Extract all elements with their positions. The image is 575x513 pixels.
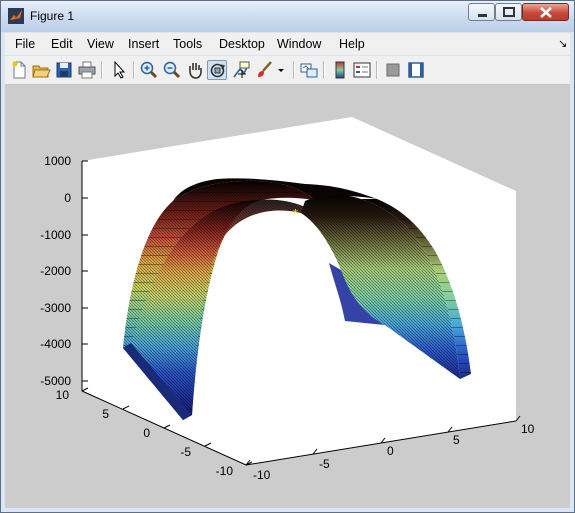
save-icon[interactable]	[54, 60, 74, 80]
edit-plot-arrow-icon[interactable]	[109, 60, 129, 80]
maximize-button[interactable]	[495, 3, 522, 21]
menu-file[interactable]: File	[15, 37, 36, 51]
x-axis-ticks	[245, 415, 521, 466]
x-tick-label: 0	[387, 444, 394, 458]
surface-right-edge-mesh	[361, 199, 471, 379]
x-tick-label: 5	[453, 433, 460, 447]
new-figure-icon[interactable]	[9, 60, 29, 80]
menu-window[interactable]: Window	[277, 37, 322, 51]
surface-inner-face	[329, 263, 385, 325]
z-tick-label: 1000	[44, 154, 71, 168]
brush-dropdown-chevron-down-icon[interactable]	[275, 60, 287, 80]
show-plot-tools-icon[interactable]	[406, 60, 426, 80]
rotate-3d-icon[interactable]	[207, 60, 227, 80]
z-tick-label: -3000	[40, 301, 71, 315]
print-icon[interactable]	[77, 60, 97, 80]
y-tick-label: -5	[180, 445, 191, 459]
surface-ridge	[173, 178, 377, 201]
surface-right-mesh	[301, 194, 460, 379]
toolbar-separator	[293, 61, 295, 79]
toolbar-separator	[101, 61, 103, 79]
matlab-logo-icon	[8, 8, 24, 24]
y-tick-label: 10	[56, 388, 70, 402]
data-cursor-icon[interactable]	[231, 60, 251, 80]
open-file-icon[interactable]	[31, 60, 51, 80]
title-bar[interactable]: Figure 1	[1, 1, 574, 32]
link-plot-icon[interactable]	[299, 60, 319, 80]
menu-help[interactable]: Help	[339, 37, 365, 51]
surface-front-strip	[123, 343, 192, 420]
z-tick-label: 0	[64, 191, 71, 205]
marker-star: *	[293, 206, 298, 221]
minimize-button[interactable]	[468, 3, 495, 21]
z-axis-ticks	[82, 160, 88, 382]
z-tick-label: -5000	[40, 374, 71, 388]
window-title: Figure 1	[30, 9, 75, 23]
z-tick-label: -1000	[40, 228, 71, 242]
colorbar-icon[interactable]	[330, 60, 350, 80]
close-button[interactable]	[522, 3, 569, 21]
menu-bar: File Edit View Insert Tools Desktop Wind…	[5, 33, 570, 55]
y-tick-label: 0	[143, 426, 150, 440]
figure-canvas[interactable]: * 1000 0 -1000 -2000 -3000 -4000 -5000 1…	[5, 85, 570, 508]
hide-plot-tools-icon[interactable]	[383, 60, 403, 80]
legend-icon[interactable]	[352, 60, 372, 80]
menu-tools[interactable]: Tools	[173, 37, 203, 51]
toolbar-separator	[133, 61, 135, 79]
x-tick-label: -5	[319, 457, 330, 471]
menu-view[interactable]: View	[87, 37, 114, 51]
dock-arrow-icon[interactable]: ↘	[558, 37, 568, 50]
toolbar-separator	[323, 61, 325, 79]
y-tick-label: -10	[216, 464, 234, 478]
surface-front-edge-mesh	[131, 199, 305, 415]
z-tick-label: -4000	[40, 337, 71, 351]
zoom-in-icon[interactable]	[139, 60, 159, 80]
toolbar-separator	[376, 61, 378, 79]
surface-plot-axes[interactable]: * 1000 0 -1000 -2000 -3000 -4000 -5000 1…	[5, 85, 570, 508]
x-tick-label: -10	[253, 468, 271, 482]
figure-toolbar	[5, 56, 570, 85]
z-tick-label: -2000	[40, 264, 71, 278]
brush-icon[interactable]	[255, 60, 275, 80]
x-tick-label: 10	[521, 422, 535, 436]
menu-desktop[interactable]: Desktop	[219, 37, 265, 51]
y-tick-label: 5	[102, 407, 109, 421]
menu-insert[interactable]: Insert	[128, 37, 160, 51]
pan-hand-icon[interactable]	[185, 60, 205, 80]
menu-edit[interactable]: Edit	[51, 37, 73, 51]
zoom-out-icon[interactable]	[162, 60, 182, 80]
